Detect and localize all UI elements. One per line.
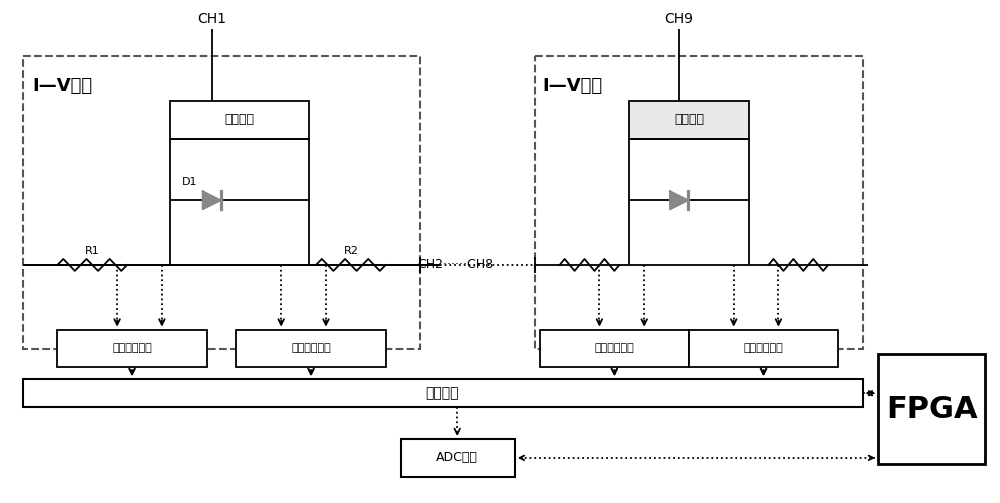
Bar xyxy=(170,101,309,139)
Text: 信号调理电路: 信号调理电路 xyxy=(112,344,152,354)
Text: R2: R2 xyxy=(343,246,358,256)
Text: I—V转换: I—V转换 xyxy=(543,77,603,95)
Text: 档位切换: 档位切换 xyxy=(224,113,254,126)
Polygon shape xyxy=(670,191,688,209)
Text: 信号调理电路: 信号调理电路 xyxy=(744,344,783,354)
Text: I—V转换: I—V转换 xyxy=(32,77,92,95)
Text: 信号调理电路: 信号调理电路 xyxy=(594,344,634,354)
Text: ADC采集: ADC采集 xyxy=(436,451,478,464)
Text: CH1: CH1 xyxy=(197,12,226,26)
Text: R1: R1 xyxy=(85,246,100,256)
Bar xyxy=(236,329,386,367)
Text: FPGA: FPGA xyxy=(886,395,977,424)
Bar xyxy=(629,101,749,139)
Bar xyxy=(540,329,689,367)
Bar xyxy=(878,355,985,464)
Bar xyxy=(23,56,420,350)
Bar xyxy=(57,329,207,367)
Bar xyxy=(689,329,838,367)
Text: 档位切换: 档位切换 xyxy=(674,113,704,126)
Bar xyxy=(535,56,863,350)
Text: 开关矩阵: 开关矩阵 xyxy=(426,386,459,400)
Text: CH2······CH8: CH2······CH8 xyxy=(417,259,493,272)
Polygon shape xyxy=(203,191,221,209)
Text: 信号调理电路: 信号调理电路 xyxy=(291,344,331,354)
Bar xyxy=(23,379,863,407)
Text: D1: D1 xyxy=(182,178,197,188)
Bar xyxy=(401,439,515,477)
Text: CH9: CH9 xyxy=(665,12,694,26)
